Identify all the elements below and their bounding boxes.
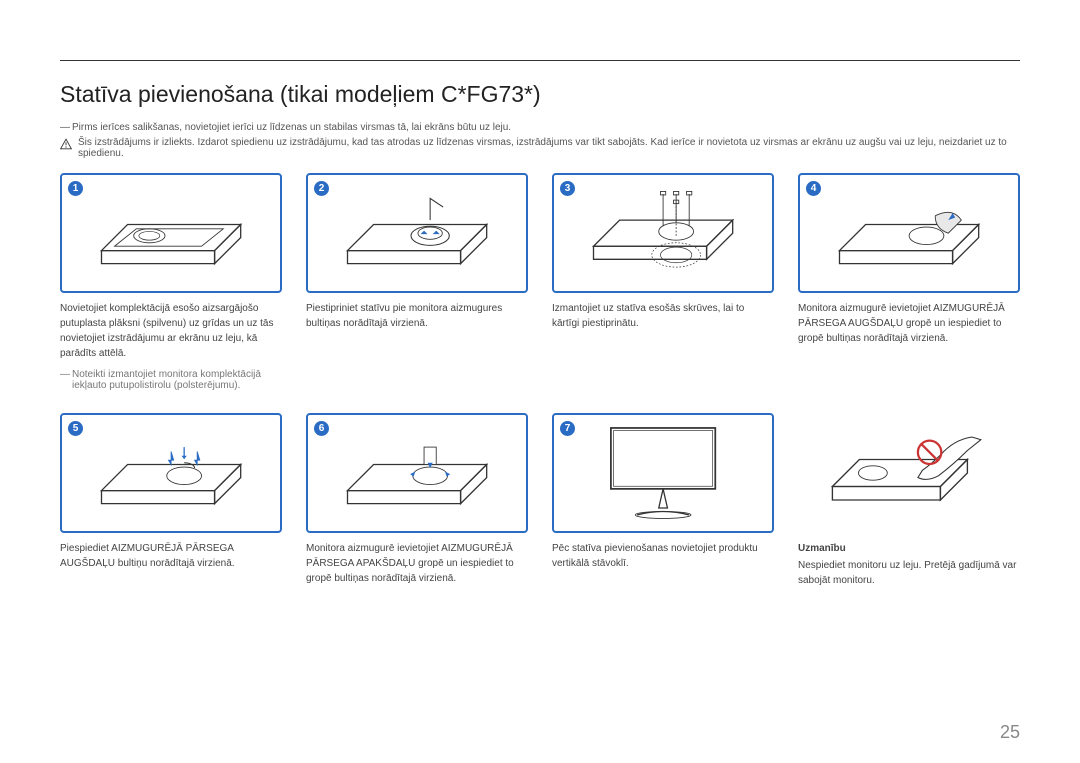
step-number: 6 — [314, 421, 329, 436]
step-cell: 4 Monitora aizmugurē ievietojiet AIZMUGU… — [798, 173, 1020, 391]
caution-icon — [60, 138, 72, 150]
step-cell: 1 Novietojiet komplektācijā esošo aizsar… — [60, 173, 282, 391]
divider-line — [60, 60, 1020, 61]
step-cell: 5 Piespiediet AIZMUGURĒJĀ PĀRS — [60, 413, 282, 588]
warning-line: Šis izstrādājums ir izliekts. Izdarot sp… — [60, 137, 1020, 159]
step-number: 5 — [68, 421, 83, 436]
diagram-cover-bottom — [319, 421, 515, 525]
diagram-cover-top — [811, 181, 1007, 285]
step-number: 4 — [806, 181, 821, 196]
step-cell: 6 Monitora aizmugurē ievietojiet AIZMUGU… — [306, 413, 528, 588]
diagram-box: 1 — [60, 173, 282, 293]
diagram-box: 5 — [60, 413, 282, 533]
warning-text: Šis izstrādājums ir izliekts. Izdarot sp… — [78, 137, 1020, 159]
step-caption: Izmantojiet uz statīva esošās skrūves, l… — [552, 301, 774, 331]
intro-note: Pirms ierīces salikšanas, novietojiet ie… — [60, 122, 1020, 133]
diagram-screws — [565, 181, 761, 285]
step-caption: Uzmanību Nespiediet monitoru uz leju. Pr… — [798, 541, 1020, 588]
step-caption: Piestipriniet statīvu pie monitora aizmu… — [306, 301, 528, 331]
page-number: 25 — [1000, 722, 1020, 743]
step-subnote: Noteikti izmantojiet monitora komplektāc… — [60, 369, 282, 391]
step-number: 1 — [68, 181, 83, 196]
diagram-monitor-upright — [565, 421, 761, 525]
diagram-attach-stand — [319, 181, 515, 285]
caution-text: Nespiediet monitoru uz leju. Pretējā gad… — [798, 560, 1016, 586]
step-caption: Monitora aizmugurē ievietojiet AIZMUGURĒ… — [306, 541, 528, 586]
step-caption: Piespiediet AIZMUGURĒJĀ PĀRSEGA AUGŠDAĻU… — [60, 541, 282, 571]
page-title: Statīva pievienošana (tikai modeļiem C*F… — [60, 81, 1020, 108]
step-number: 2 — [314, 181, 329, 196]
caution-label: Uzmanību — [798, 541, 1020, 556]
step-number: 7 — [560, 421, 575, 436]
step-caption: Pēc statīva pievienošanas novietojiet pr… — [552, 541, 774, 571]
diagram-box-caution — [798, 413, 1020, 533]
step-number: 3 — [560, 181, 575, 196]
step-cell: Uzmanību Nespiediet monitoru uz leju. Pr… — [798, 413, 1020, 588]
diagram-monitor-facedown — [73, 181, 269, 285]
diagram-box: 4 — [798, 173, 1020, 293]
diagram-box: 2 — [306, 173, 528, 293]
step-cell: 2 Piestipriniet statīvu pie monitora aiz… — [306, 173, 528, 391]
step-cell: 7 Pēc statīva pievienošanas novietojiet … — [552, 413, 774, 588]
diagram-press-top — [73, 421, 269, 525]
diagram-box: 6 — [306, 413, 528, 533]
steps-grid: 1 Novietojiet komplektācijā esošo aizsar… — [60, 173, 1020, 588]
diagram-box: 3 — [552, 173, 774, 293]
diagram-box: 7 — [552, 413, 774, 533]
step-caption: Monitora aizmugurē ievietojiet AIZMUGURĒ… — [798, 301, 1020, 346]
step-caption: Novietojiet komplektācijā esošo aizsargā… — [60, 301, 282, 361]
step-cell: 3 — [552, 173, 774, 391]
diagram-caution-press — [809, 419, 1009, 527]
